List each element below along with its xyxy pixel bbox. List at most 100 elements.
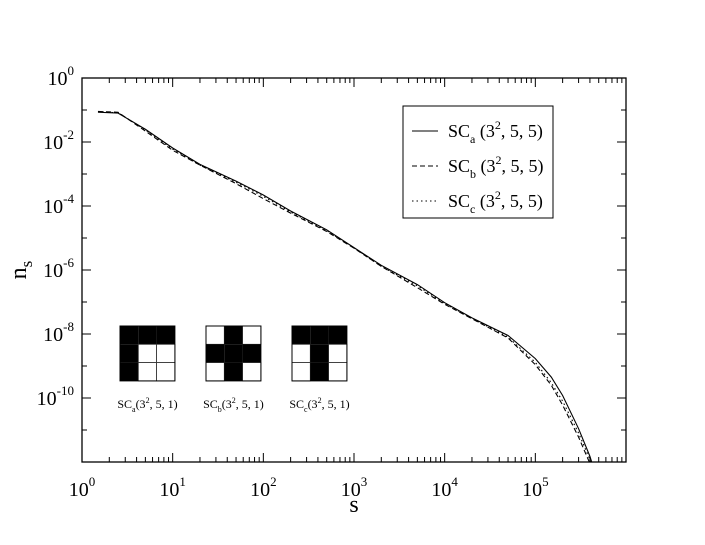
legend-label-c: SCc (32, 5, 5) bbox=[448, 188, 543, 216]
x-tick-exponent: 3 bbox=[361, 474, 368, 489]
series-line-a bbox=[97, 111, 593, 462]
y-tick-label: 10-6 bbox=[43, 255, 74, 282]
legend-label-prefix: SC bbox=[448, 156, 470, 176]
legend-label-superscript: 2 bbox=[495, 188, 501, 202]
x-tick-base: 10 bbox=[341, 479, 361, 501]
inset-label-text: , 5, 1) bbox=[150, 397, 178, 411]
y-tick-base: 10 bbox=[43, 132, 63, 154]
pattern-cell-empty bbox=[156, 362, 176, 382]
x-tick-label: 103 bbox=[341, 474, 368, 501]
pattern-cell-filled bbox=[328, 326, 347, 345]
inset-label-c: SCc(32, 5, 1) bbox=[289, 396, 349, 414]
pattern-cell-empty bbox=[328, 343, 348, 363]
inset-label-superscript: 2 bbox=[318, 396, 322, 405]
legend-label-subscript: c bbox=[470, 202, 475, 216]
pattern-cell-filled bbox=[120, 326, 139, 345]
y-tick-base: 10 bbox=[43, 260, 63, 282]
y-tick-label: 100 bbox=[48, 63, 75, 90]
legend-label-subscript: a bbox=[470, 132, 476, 146]
y-tick-exponent: -2 bbox=[63, 127, 74, 142]
x-axis-label: s bbox=[349, 492, 358, 518]
x-tick-exponent: 1 bbox=[179, 474, 186, 489]
inset-label-text: , 5, 1) bbox=[322, 397, 350, 411]
pattern-cell-filled bbox=[224, 344, 243, 363]
pattern-cell-empty bbox=[156, 343, 176, 363]
inset-label-prefix: SC bbox=[117, 397, 132, 411]
legend-label-b: SCb (32, 5, 5) bbox=[448, 153, 544, 181]
inset-label-superscript: 2 bbox=[146, 396, 150, 405]
x-tick-label: 101 bbox=[159, 474, 186, 501]
inset-pattern-c: SCc(32, 5, 1) bbox=[289, 325, 350, 414]
axis-tick-labels: 100 101 102 103 104 10510010-210-410-610-810-… bbox=[37, 63, 549, 501]
pattern-cell-empty bbox=[242, 362, 262, 382]
pattern-cell-filled bbox=[156, 326, 175, 345]
x-tick-base: 10 bbox=[159, 479, 179, 501]
inset-label-prefix: SC bbox=[289, 397, 304, 411]
x-tick-label: 104 bbox=[431, 474, 458, 501]
inset-label-subscript: b bbox=[218, 405, 222, 414]
x-tick-base: 10 bbox=[69, 479, 89, 501]
inset-label-text: (3 bbox=[308, 397, 318, 411]
pattern-cell-filled bbox=[138, 326, 157, 345]
axis-ticks bbox=[81, 77, 626, 463]
legend-label-subscript: b bbox=[470, 167, 476, 181]
inset-label-b: SCb(32, 5, 1) bbox=[203, 396, 264, 414]
pattern-cell-filled bbox=[120, 344, 139, 363]
x-tick-base: 10 bbox=[250, 479, 270, 501]
pattern-cell-empty bbox=[291, 343, 311, 363]
y-tick-exponent: -8 bbox=[63, 319, 74, 334]
inset-label-prefix: SC bbox=[203, 397, 218, 411]
inset-label-subscript: a bbox=[132, 405, 136, 414]
y-tick-label: 10-2 bbox=[43, 127, 74, 154]
x-tick-exponent: 0 bbox=[89, 474, 96, 489]
series-line-b bbox=[97, 110, 590, 462]
pattern-cell-empty bbox=[137, 343, 158, 363]
legend-label-superscript: 2 bbox=[496, 153, 502, 167]
legend: SCa (32, 5, 5)SCb (32, 5, 5)SCc (32, 5, … bbox=[402, 105, 554, 219]
pattern-cell-empty bbox=[291, 362, 311, 382]
pattern-cell-empty bbox=[205, 362, 225, 382]
y-tick-label: 10-4 bbox=[43, 191, 74, 218]
x-tick-exponent: 2 bbox=[270, 474, 277, 489]
x-tick-label: 105 bbox=[522, 474, 549, 501]
y-tick-label: 10-10 bbox=[37, 383, 74, 410]
x-tick-base: 10 bbox=[431, 479, 451, 501]
x-tick-exponent: 4 bbox=[451, 474, 458, 489]
inset-label-a: SCa(32, 5, 1) bbox=[117, 396, 177, 414]
inset-pattern-b: SCb(32, 5, 1) bbox=[203, 325, 264, 414]
y-tick-exponent: -10 bbox=[57, 383, 74, 398]
x-tick-label: 102 bbox=[250, 474, 277, 501]
y-tick-base: 10 bbox=[43, 324, 63, 346]
inset-pattern-a: SCa(32, 5, 1) bbox=[117, 325, 178, 414]
pattern-cell-filled bbox=[120, 362, 139, 381]
legend-label-text: (3 bbox=[475, 121, 495, 142]
pattern-cell-filled bbox=[242, 344, 261, 363]
y-tick-base: 10 bbox=[43, 196, 63, 218]
x-tick-exponent: 5 bbox=[542, 474, 549, 489]
legend-label-text: (3 bbox=[476, 156, 496, 177]
y-axis-label: ns bbox=[6, 261, 36, 280]
legend-label-text: , 5, 5) bbox=[501, 191, 543, 212]
legend-label-text: , 5, 5) bbox=[502, 156, 544, 177]
legend-label-a: SCa (32, 5, 5) bbox=[448, 118, 543, 146]
pattern-cell-filled bbox=[224, 362, 243, 381]
legend-label-prefix: SC bbox=[448, 191, 470, 211]
pattern-border bbox=[119, 325, 176, 382]
y-tick-base: 10 bbox=[48, 68, 68, 90]
inset-patterns: SCa(32, 5, 1) SCb(32, 5, 1) SCc(32, 5, 1) bbox=[117, 325, 350, 414]
series-line-c bbox=[97, 111, 592, 462]
x-tick-base: 10 bbox=[522, 479, 542, 501]
y-tick-base: 10 bbox=[37, 388, 57, 410]
pattern-cell-filled bbox=[206, 344, 225, 363]
y-tick-exponent: 0 bbox=[68, 63, 75, 78]
pattern-border bbox=[291, 325, 348, 382]
legend-label-prefix: SC bbox=[448, 121, 470, 141]
legend-label-text: (3 bbox=[475, 191, 495, 212]
pattern-cell-filled bbox=[310, 344, 329, 363]
legend-label-superscript: 2 bbox=[495, 118, 501, 132]
pattern-cell-empty bbox=[205, 325, 225, 345]
inset-label-subscript: c bbox=[304, 405, 308, 414]
inset-label-text: (3 bbox=[136, 397, 146, 411]
pattern-cell-filled bbox=[224, 326, 243, 345]
inset-label-superscript: 2 bbox=[232, 396, 236, 405]
